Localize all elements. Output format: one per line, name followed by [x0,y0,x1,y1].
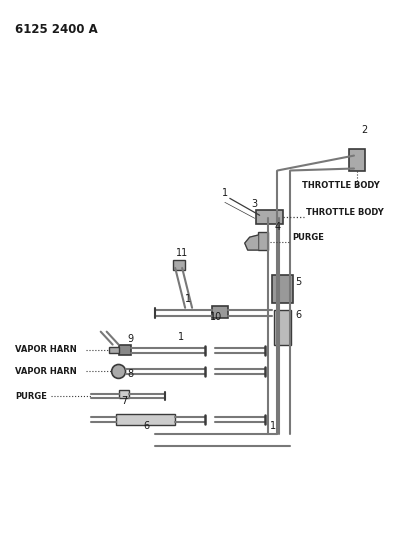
Text: PURGE: PURGE [15,392,47,401]
Circle shape [112,365,126,378]
Text: 11: 11 [176,248,188,258]
Bar [256,211,284,224]
Text: VAPOR HARN: VAPOR HARN [15,345,77,354]
Polygon shape [245,235,257,250]
Text: 5: 5 [295,277,302,287]
Text: 10: 10 [210,312,222,322]
Bar [109,346,119,352]
Text: 4: 4 [275,222,281,232]
Text: 1: 1 [270,421,276,431]
Text: 1: 1 [185,294,191,304]
Bar [212,306,228,318]
Text: VAPOR HARN: VAPOR HARN [15,367,77,376]
Bar [272,275,293,303]
Text: 1: 1 [178,332,184,342]
Text: 8: 8 [128,369,134,379]
Text: THROTTLE BODY: THROTTLE BODY [302,181,380,190]
Text: 9: 9 [128,334,134,344]
Bar [173,260,185,270]
Text: 6: 6 [295,310,302,320]
Bar [119,345,131,354]
Text: THROTTLE BODY: THROTTLE BODY [306,208,384,217]
Text: 1: 1 [222,188,228,198]
Bar [349,149,365,171]
Text: PURGE: PURGE [293,233,324,242]
Bar [119,390,129,398]
Text: 3: 3 [252,199,258,209]
Text: 6125 2400 A: 6125 2400 A [15,23,98,36]
Text: 2: 2 [361,125,367,135]
Bar [273,310,291,345]
Bar [115,414,175,425]
Text: 7: 7 [122,396,128,406]
Text: 6: 6 [144,421,150,431]
Bar [257,232,268,250]
